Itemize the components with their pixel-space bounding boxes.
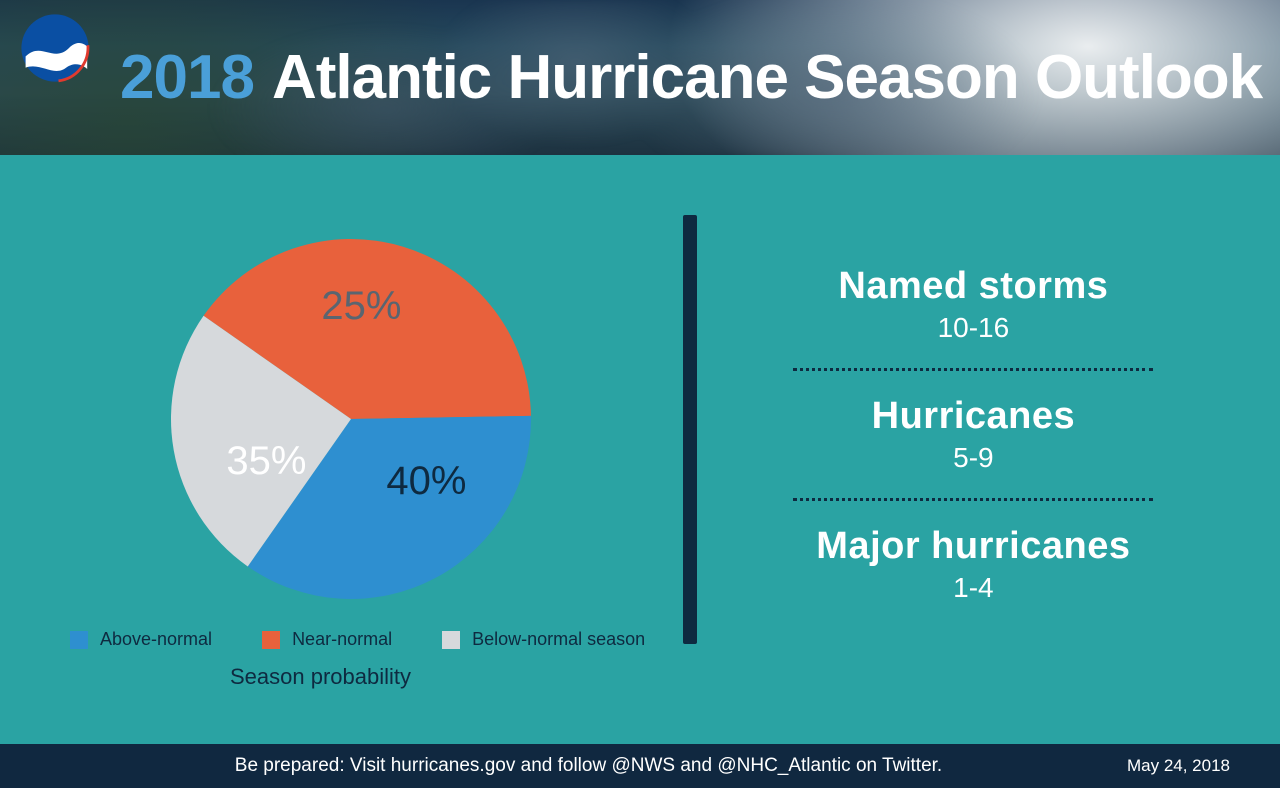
stat-value: 10-16 bbox=[838, 312, 1108, 344]
legend-label-below: Below-normal season bbox=[472, 629, 645, 650]
vertical-divider bbox=[683, 215, 697, 644]
stat-label: Hurricanes bbox=[872, 395, 1076, 438]
chart-panel: 40% 35% 25% Above-normal Near-normal Below-n… bbox=[50, 185, 653, 734]
header-banner: 2018 Atlantic Hurricane Season Outlook bbox=[0, 0, 1280, 155]
pie-label-near: 40% bbox=[386, 459, 466, 504]
legend-label-near: Near-normal bbox=[292, 629, 392, 650]
stat-value: 1-4 bbox=[816, 572, 1130, 604]
infographic-container: 2018 Atlantic Hurricane Season Outlook 40… bbox=[0, 0, 1280, 788]
stat-block: Hurricanes 5-9 bbox=[872, 377, 1076, 492]
title-year: 2018 bbox=[120, 43, 254, 112]
legend-swatch-above bbox=[70, 631, 88, 649]
page-title: 2018 Atlantic Hurricane Season Outlook bbox=[120, 42, 1262, 113]
chart-legend: Above-normal Near-normal Below-normal seas… bbox=[70, 629, 645, 650]
main-panel: 40% 35% 25% Above-normal Near-normal Below-n… bbox=[0, 155, 1280, 744]
pie-chart: 40% 35% 25% bbox=[161, 229, 541, 609]
legend-swatch-near bbox=[262, 631, 280, 649]
stat-divider bbox=[793, 368, 1153, 371]
stat-block: Named storms 10-16 bbox=[838, 247, 1108, 362]
legend-item-below: Below-normal season bbox=[442, 629, 645, 650]
stat-label: Major hurricanes bbox=[816, 525, 1130, 568]
footer-message: Be prepared: Visit hurricanes.gov and fo… bbox=[50, 755, 1127, 777]
chart-caption: Season probability bbox=[230, 664, 411, 690]
title-text: Atlantic Hurricane Season Outlook bbox=[272, 43, 1262, 112]
stat-value: 5-9 bbox=[872, 442, 1076, 474]
pie-label-below: 25% bbox=[321, 284, 401, 329]
stat-label: Named storms bbox=[838, 265, 1108, 308]
pie-label-above: 35% bbox=[226, 439, 306, 484]
legend-label-above: Above-normal bbox=[100, 629, 212, 650]
noaa-logo-icon bbox=[20, 13, 90, 83]
stat-block: Major hurricanes 1-4 bbox=[816, 507, 1130, 622]
legend-item-above: Above-normal bbox=[70, 629, 212, 650]
footer-date: May 24, 2018 bbox=[1127, 756, 1230, 776]
legend-item-near: Near-normal bbox=[262, 629, 392, 650]
legend-swatch-below bbox=[442, 631, 460, 649]
footer-bar: Be prepared: Visit hurricanes.gov and fo… bbox=[0, 744, 1280, 788]
stat-divider bbox=[793, 498, 1153, 501]
stats-panel: Named storms 10-16 Hurricanes 5-9 Major hurr… bbox=[707, 185, 1230, 734]
